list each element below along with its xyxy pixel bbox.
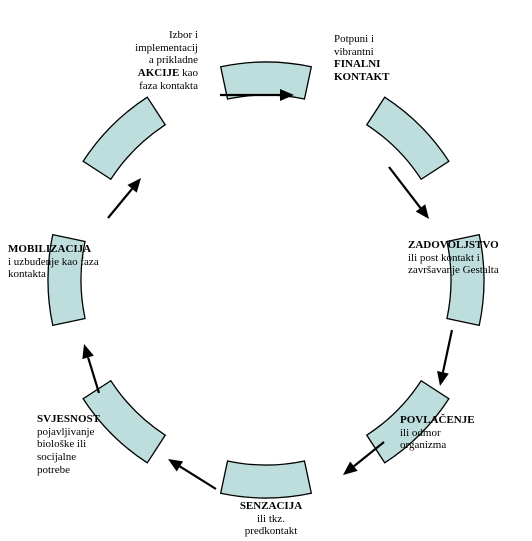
arrow-head-a_e	[437, 371, 449, 386]
cycle-segment-0	[221, 62, 312, 99]
arrow-head-a_sw	[168, 459, 183, 472]
label-akcije: Izbor iimplementacija prikladneAKCIJE ka…	[93, 29, 198, 92]
cycle-segment-4	[221, 461, 312, 498]
label-mobilizacija: MOBILIZACIJAi uzbuđenje kao fazakontakta	[8, 243, 128, 281]
label-povlacenje: POVLAČENJEili odmororganizma	[400, 414, 520, 452]
label-finalni: Potpuni ivibrantniFINALNIKONTAKT	[334, 33, 444, 84]
arrow-line-a_sw	[180, 466, 216, 489]
cycle-segment-7	[83, 97, 165, 179]
cycle-segment-1	[367, 97, 449, 179]
label-zadovoljstvo: ZADOVOLJSTVOili post kontakt izavršavanj…	[408, 239, 532, 277]
arrow-head-a_ne	[416, 204, 429, 219]
arrow-head-a_w	[82, 344, 93, 359]
cycle-diagram: { "type": "cycle-diagram", "canvas": { "…	[0, 0, 532, 541]
arrow-line-a_w	[88, 357, 99, 393]
arrow-line-a_ne	[389, 167, 420, 208]
label-senzacija: SENZACIJAili tkz.predkontakt	[221, 500, 321, 538]
arrow-line-a_nw	[108, 189, 132, 218]
arrow-line-a_e	[443, 330, 452, 372]
label-svjesnost: SVJESNOSTpojavljivanjebiološke ilisocija…	[37, 413, 137, 476]
